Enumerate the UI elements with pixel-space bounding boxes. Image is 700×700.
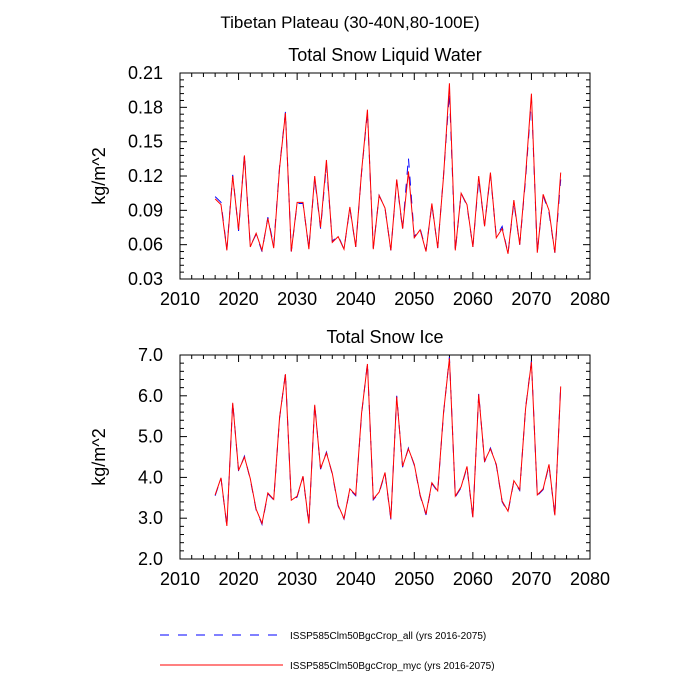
x-tick-label: 2060 <box>453 569 493 589</box>
y-tick-label: 0.03 <box>128 269 163 289</box>
series-line-all <box>214 356 562 527</box>
x-tick-label: 2080 <box>570 569 610 589</box>
plot-frame <box>179 72 591 280</box>
chart-panel-snow-liquid-water: Total Snow Liquid Water kg/m^2 2010 2020 203… <box>89 45 610 309</box>
chart-title: Total Snow Ice <box>326 327 443 347</box>
series-line-myc <box>214 358 562 527</box>
chart-title: Total Snow Liquid Water <box>288 45 481 65</box>
x-tick-label: 2020 <box>219 569 259 589</box>
x-tick-label: 2030 <box>277 289 317 309</box>
y-tick-label: 2.0 <box>138 549 163 569</box>
y-tick-label: 4.0 <box>138 467 163 487</box>
x-tick-label: 2070 <box>511 569 551 589</box>
y-tick-label: 0.06 <box>128 235 163 255</box>
series-line-myc <box>214 83 562 254</box>
y-tick-label: 3.0 <box>138 508 163 528</box>
legend: ISSP585Clm50BgcCrop_all (yrs 2016-2075) … <box>160 631 495 672</box>
figure-title: Tibetan Plateau (30-40N,80-100E) <box>220 13 479 32</box>
y-tick-label: 0.18 <box>128 97 163 117</box>
y-tick-label: 0.15 <box>128 132 163 152</box>
y-tick-label: 0.09 <box>128 200 163 220</box>
x-tick-label: 2010 <box>160 289 200 309</box>
x-tick-label: 2050 <box>394 289 434 309</box>
x-tick-label: 2020 <box>219 289 259 309</box>
x-tick-label: 2050 <box>394 569 434 589</box>
x-tick-label: 2070 <box>511 289 551 309</box>
y-tick-label: 6.0 <box>138 386 163 406</box>
legend-label-all: ISSP585Clm50BgcCrop_all (yrs 2016-2075) <box>290 631 486 642</box>
legend-label-myc: ISSP585Clm50BgcCrop_myc (yrs 2016-2075) <box>290 661 495 672</box>
x-tick-label: 2060 <box>453 289 493 309</box>
x-tick-label: 2040 <box>336 289 376 309</box>
y-tick-label: 7.0 <box>138 345 163 365</box>
x-tick-label: 2010 <box>160 569 200 589</box>
x-tick-label: 2080 <box>570 289 610 309</box>
y-tick-label: 5.0 <box>138 427 163 447</box>
y-axis-label: kg/m^2 <box>89 428 109 485</box>
chart-panel-snow-ice: Total Snow Ice kg/m^2 2010 2020 2030 2040 2050… <box>89 327 610 589</box>
x-tick-label: 2030 <box>277 569 317 589</box>
x-tick-label: 2040 <box>336 569 376 589</box>
y-axis-label: kg/m^2 <box>89 147 109 204</box>
y-tick-label: 0.12 <box>128 166 163 186</box>
plot-frame <box>179 354 591 560</box>
y-tick-label: 0.21 <box>128 63 163 83</box>
